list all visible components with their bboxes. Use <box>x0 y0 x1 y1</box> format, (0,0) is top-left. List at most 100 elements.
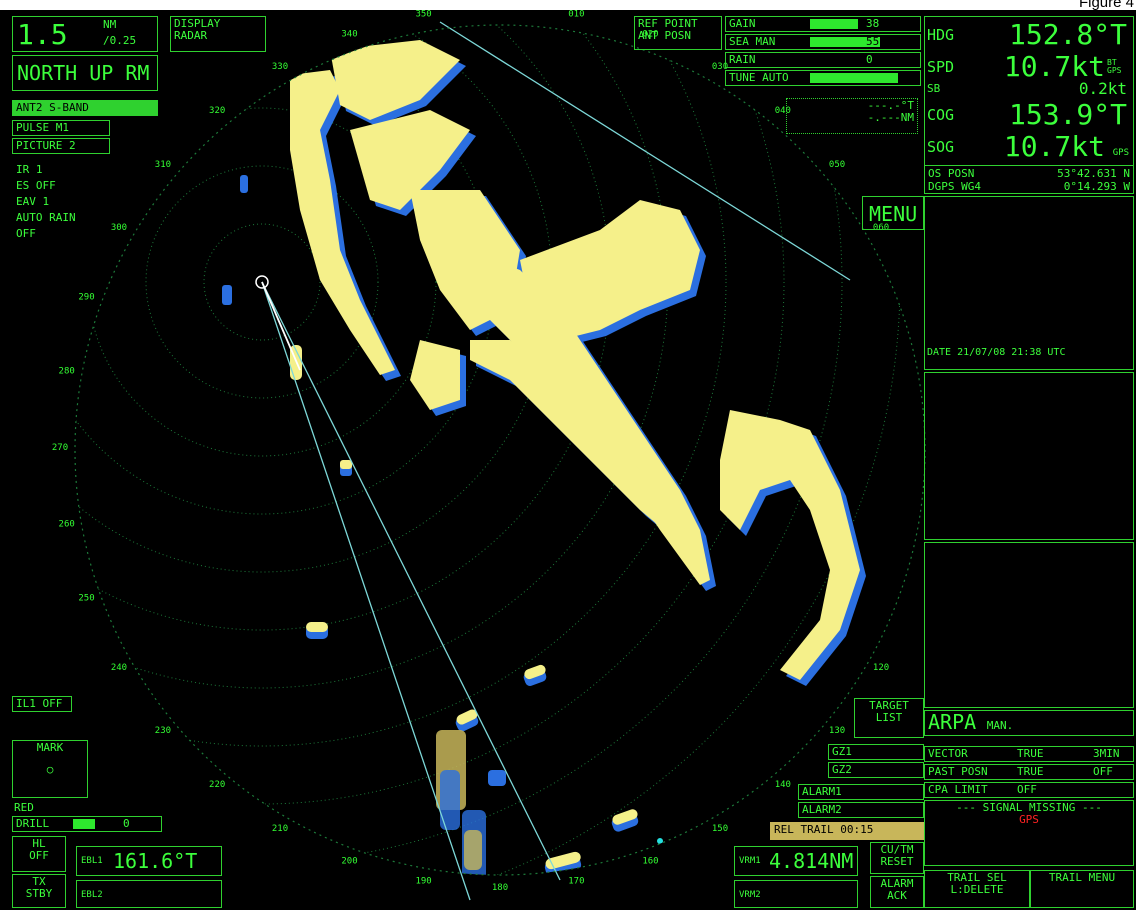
picture-select[interactable]: PICTURE 2 <box>12 138 110 154</box>
tx-value: STBY <box>25 887 53 900</box>
hl-button[interactable]: HL OFF <box>12 836 66 872</box>
sog-label: SOG <box>927 138 955 156</box>
target-list-label-2: LIST <box>875 711 903 724</box>
bearing-label: 210 <box>272 824 288 834</box>
drill-bar <box>73 819 95 829</box>
cog-value: 153.9°T <box>1008 98 1127 131</box>
cu-tm-reset-label: RESET <box>880 855 914 868</box>
info-panel-1: DATE 21/07/08 21:38 UTC <box>924 196 1134 370</box>
sb-row: SB 0.2kt <box>927 79 1131 98</box>
gz1-box[interactable]: GZ1 <box>828 744 924 760</box>
cpa-value: OFF <box>1017 783 1037 796</box>
orientation-box[interactable]: NORTH UP RM <box>12 55 158 91</box>
drill-value: 0 <box>123 817 130 830</box>
vrm2-box[interactable]: VRM2 <box>734 880 858 908</box>
bearing-label: 200 <box>341 856 357 866</box>
bearing-label: 030 <box>712 62 728 72</box>
cu-tm-reset-button[interactable]: CU/TM RESET <box>870 842 924 874</box>
trail-box[interactable]: REL TRAIL 00:15 <box>770 822 924 840</box>
rain-control[interactable]: RAIN 0 <box>725 52 921 68</box>
longitude: 0°14.293 W <box>1063 180 1130 193</box>
arpa-box[interactable]: ARPA MAN. <box>924 710 1134 736</box>
hdg-row: HDG 152.8°T <box>927 21 1131 49</box>
hdg-label: HDG <box>927 26 955 44</box>
bearing-label: 140 <box>775 780 791 790</box>
bearing-label: 020 <box>642 30 658 40</box>
range-ring <box>75 25 785 805</box>
il-box[interactable]: IL1 OFF <box>12 696 72 712</box>
vector-time: 3MIN <box>1093 747 1120 760</box>
bearing-label: 230 <box>155 726 171 736</box>
own-ship-marker <box>255 275 269 289</box>
alarm-ack-button[interactable]: ALARM ACK <box>870 876 924 908</box>
radar-screen: 340 350 010 020 030 040 050 060 120 130 140 150 160 1… <box>0 10 1136 910</box>
menu-button[interactable]: MENU <box>862 196 924 230</box>
alarm1-box[interactable]: ALARM1 <box>798 784 924 800</box>
tx-label: TX <box>32 875 46 888</box>
range-ring <box>75 25 843 863</box>
radar-ppi[interactable]: 340 350 010 020 030 040 050 060 120 130 140 150 160 1… <box>0 10 1136 910</box>
bearing-label: 320 <box>209 106 225 116</box>
drill-label: DRILL <box>16 817 50 830</box>
radar-echoes <box>222 40 866 875</box>
bearing-label: 330 <box>272 62 288 72</box>
bearing-label: 340 <box>341 30 357 40</box>
pulse-select[interactable]: PULSE M1 <box>12 120 110 136</box>
vrm1-value: 4.814NM <box>769 849 854 873</box>
trail-sel-button[interactable]: TRAIL SEL L:DELETE <box>924 870 1030 908</box>
drill-box[interactable]: DRILL 0 <box>12 816 162 832</box>
trail-menu-button[interactable]: TRAIL MENU <box>1030 870 1134 908</box>
mark-color[interactable]: RED <box>14 801 34 814</box>
display-label: DISPLAY <box>174 17 221 30</box>
ebl1-box[interactable]: EBL1 161.6°T <box>76 846 222 876</box>
auto-rain-label[interactable]: AUTO RAIN <box>16 211 76 224</box>
rain-value: 0 <box>866 53 873 66</box>
tune-control[interactable]: TUNE AUTO <box>725 70 921 86</box>
cpa-limit-box[interactable]: CPA LIMIT OFF <box>924 782 1134 798</box>
ref-point-box[interactable]: REF POINT ANT POSN <box>634 16 722 50</box>
past-posn-box[interactable]: PAST POSN TRUE OFF <box>924 764 1134 780</box>
range-value: 1.5 <box>17 18 68 51</box>
past-posn-label: PAST POSN <box>928 765 988 778</box>
vector-box[interactable]: VECTOR TRUE 3MIN <box>924 746 1134 762</box>
gain-label: GAIN <box>729 17 756 30</box>
bearing-label: 350 <box>415 10 431 20</box>
es-setting[interactable]: ES OFF <box>16 179 56 192</box>
sog-source: GPS <box>1112 148 1129 158</box>
auto-rain-value[interactable]: OFF <box>16 227 36 240</box>
mark-box[interactable]: MARK ○ <box>12 740 88 798</box>
rain-label: RAIN <box>729 53 756 66</box>
gain-control[interactable]: GAIN 38 <box>725 16 921 32</box>
eav-setting[interactable]: EAV 1 <box>16 195 50 208</box>
cpa-label: CPA LIMIT <box>928 783 988 796</box>
cu-tm-label: CU/TM <box>880 843 914 856</box>
tx-button[interactable]: TX STBY <box>12 874 66 908</box>
display-value: RADAR <box>174 29 208 42</box>
alarm2-box[interactable]: ALARM2 <box>798 802 924 818</box>
alert-panel[interactable]: --- SIGNAL MISSING --- GPS <box>924 800 1134 866</box>
signal-missing: --- SIGNAL MISSING --- <box>956 801 1102 814</box>
range-ring <box>75 25 727 747</box>
vrm1-box[interactable]: VRM1 4.814NM <box>734 846 858 876</box>
cursor-readout: ---.-°T -.---NM <box>786 98 918 134</box>
ir-setting[interactable]: IR 1 <box>16 163 43 176</box>
sog-row: SOG 10.7kt GPS <box>927 133 1131 161</box>
sea-control[interactable]: SEA MAN 55 <box>725 34 921 50</box>
trail-sel-label: TRAIL SEL <box>947 871 1007 884</box>
cog-row: COG 153.9°T <box>927 101 1131 129</box>
range-box[interactable]: 1.5 NM /0.25 <box>12 16 158 52</box>
ebl2-box[interactable]: EBL2 <box>76 880 222 908</box>
alarm-ack-label: ALARM <box>880 877 914 890</box>
trail-menu-label: TRAIL MENU <box>1048 871 1116 884</box>
position-row: OS POSN 53°42.631 N DGPS WG4 0°14.293 W <box>925 165 1133 193</box>
display-mode-box[interactable]: DISPLAY RADAR <box>170 16 266 52</box>
ref-point-label: REF POINT <box>638 17 698 30</box>
spd-label: SPD <box>927 58 955 76</box>
gz1-label: GZ1 <box>832 745 852 758</box>
antenna-select[interactable]: ANT2 S-BAND <box>12 100 158 116</box>
target-list-button[interactable]: TARGET LIST <box>854 698 924 738</box>
range-ring <box>87 107 437 457</box>
gz2-box[interactable]: GZ2 <box>828 762 924 778</box>
bearing-scale: 340 350 010 020 030 040 050 060 120 130 140 150 160 1… <box>52 10 889 893</box>
ref-point-value: ANT POSN <box>638 29 691 42</box>
